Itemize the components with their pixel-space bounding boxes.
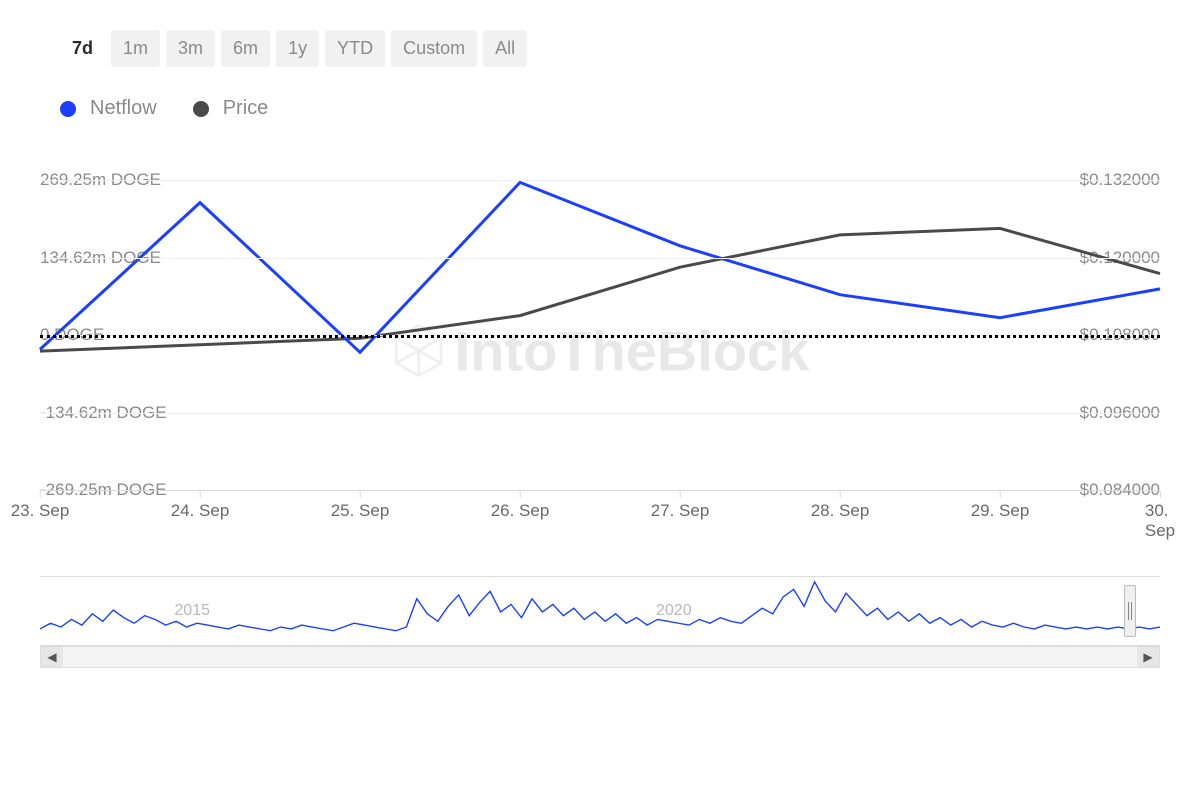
legend-label-price: Price [223,97,269,120]
chart-legend: Netflow Price [60,97,1160,120]
legend-item-price[interactable]: Price [193,97,269,120]
range-tab-all[interactable]: All [483,30,527,67]
x-tick: 29. Sep [971,491,1030,521]
navigator-year-label: 2015 [174,602,210,620]
navigator-year-label: 2020 [656,602,692,620]
range-tab-1m[interactable]: 1m [111,30,160,67]
range-tab-1y[interactable]: 1y [276,30,319,67]
x-tick: 27. Sep [651,491,710,521]
main-chart[interactable]: 269.25m DOGE134.62m DOGE0 DOGE-134.62m D… [40,180,1160,490]
legend-dot-netflow [60,101,76,117]
range-tab-6m[interactable]: 6m [221,30,270,67]
legend-label-netflow: Netflow [90,97,157,120]
x-tick: 28. Sep [811,491,870,521]
range-tab-3m[interactable]: 3m [166,30,215,67]
navigator-handle[interactable] [1124,585,1136,637]
plot-area: IntoTheBlock [40,180,1160,490]
navigator-scrollbar: ◀ ▶ [40,646,1160,668]
x-tick: 26. Sep [491,491,550,521]
range-tab-ytd[interactable]: YTD [325,30,385,67]
legend-dot-price [193,101,209,117]
x-tick: 23. Sep [11,491,70,521]
range-tab-7d[interactable]: 7d [60,30,105,67]
x-tick: 24. Sep [171,491,230,521]
scroll-track[interactable] [63,647,1137,667]
x-axis: 23. Sep24. Sep25. Sep26. Sep27. Sep28. S… [40,490,1160,526]
x-tick: 25. Sep [331,491,390,521]
scroll-left-button[interactable]: ◀ [41,647,63,667]
time-range-tabs: 7d1m3m6m1yYTDCustomAll [60,30,1160,67]
x-tick: 30. Sep [1145,491,1175,541]
scroll-right-button[interactable]: ▶ [1137,647,1159,667]
range-tab-custom[interactable]: Custom [391,30,477,67]
range-navigator[interactable]: 2015 2020 [40,576,1160,646]
legend-item-netflow[interactable]: Netflow [60,97,157,120]
